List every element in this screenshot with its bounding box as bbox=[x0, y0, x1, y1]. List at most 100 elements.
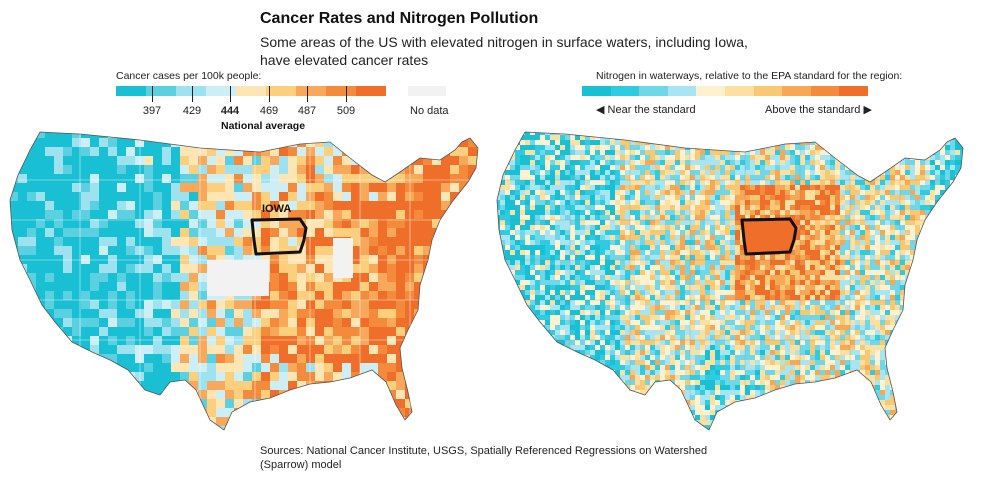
map-cell bbox=[252, 309, 262, 319]
map-cell bbox=[515, 180, 521, 186]
map-cell bbox=[570, 230, 576, 236]
map-cell bbox=[745, 135, 751, 141]
map-cell bbox=[81, 120, 91, 130]
map-cell bbox=[396, 336, 406, 346]
map-cell bbox=[610, 195, 616, 201]
map-cell bbox=[820, 260, 826, 266]
map-cell bbox=[555, 120, 561, 126]
map-cell bbox=[945, 165, 951, 171]
map-cell bbox=[153, 219, 163, 229]
map-cell bbox=[740, 120, 746, 126]
map-cell bbox=[735, 205, 741, 211]
map-cell bbox=[10, 273, 19, 283]
map-cell bbox=[36, 426, 46, 430]
map-cell bbox=[550, 180, 556, 186]
map-cell bbox=[805, 132, 811, 136]
map-cell bbox=[630, 180, 636, 186]
map-cell bbox=[750, 170, 756, 176]
map-cell bbox=[575, 190, 581, 196]
map-cell bbox=[625, 250, 631, 256]
map-cell bbox=[645, 180, 651, 186]
map-cell bbox=[525, 155, 531, 161]
map-cell bbox=[468, 132, 478, 139]
map-cell bbox=[550, 185, 556, 191]
map-cell bbox=[520, 260, 526, 266]
map-cell bbox=[810, 150, 816, 156]
map-cell bbox=[387, 417, 397, 427]
map-cell bbox=[234, 318, 244, 328]
map-cell bbox=[660, 260, 666, 266]
map-cell bbox=[825, 240, 831, 246]
map-cell bbox=[243, 336, 253, 346]
map-cell bbox=[855, 150, 861, 156]
map-cell bbox=[550, 265, 556, 271]
map-cell bbox=[535, 135, 541, 141]
map-cell bbox=[477, 174, 478, 184]
map-cell bbox=[555, 215, 561, 221]
map-cell bbox=[640, 132, 646, 136]
map-cell bbox=[525, 205, 531, 211]
map-cell bbox=[45, 228, 55, 238]
iowa-label: IOWA bbox=[262, 203, 291, 215]
map-cell bbox=[18, 147, 28, 157]
map-cell bbox=[497, 165, 501, 171]
map-cell bbox=[665, 175, 671, 181]
map-cell bbox=[870, 200, 876, 206]
map-cell bbox=[580, 160, 586, 166]
map-cell bbox=[90, 210, 100, 220]
map-cell bbox=[360, 426, 370, 430]
map-cell bbox=[625, 205, 631, 211]
map-cell bbox=[505, 145, 511, 151]
map-cell bbox=[865, 140, 871, 146]
map-cell bbox=[117, 201, 127, 211]
map-cell bbox=[81, 246, 91, 256]
map-cell bbox=[575, 165, 581, 171]
map-cell bbox=[615, 245, 621, 251]
map-cell bbox=[306, 246, 316, 256]
map-cell bbox=[870, 185, 876, 191]
map-cell bbox=[720, 190, 726, 196]
map-cell bbox=[510, 185, 516, 191]
map-cell bbox=[306, 426, 316, 430]
map-cell bbox=[555, 270, 561, 276]
map-cell bbox=[735, 225, 741, 231]
map-cell bbox=[785, 180, 791, 186]
map-cell bbox=[396, 183, 406, 193]
map-cell bbox=[855, 195, 861, 201]
map-cell bbox=[700, 140, 706, 146]
map-cell bbox=[645, 200, 651, 206]
map-cell bbox=[72, 132, 82, 139]
map-cell bbox=[745, 132, 751, 136]
map-cell bbox=[495, 125, 501, 131]
map-cell bbox=[555, 160, 561, 166]
map-cell bbox=[369, 426, 379, 430]
map-cell bbox=[940, 165, 946, 171]
map-cell bbox=[730, 260, 736, 266]
map-cell bbox=[650, 120, 656, 126]
map-cell bbox=[720, 215, 726, 221]
map-cell bbox=[441, 273, 451, 283]
map-cell bbox=[234, 417, 244, 427]
map-cell bbox=[920, 180, 926, 186]
map-cell bbox=[189, 318, 199, 328]
map-cell bbox=[505, 125, 511, 131]
map-cell bbox=[850, 185, 856, 191]
map-cell bbox=[545, 160, 551, 166]
map-cell bbox=[207, 237, 217, 247]
map-cell bbox=[980, 160, 985, 166]
map-cell bbox=[710, 265, 716, 271]
map-cell bbox=[0, 300, 10, 310]
map-cell bbox=[369, 219, 379, 229]
map-cell bbox=[900, 255, 906, 261]
map-cell bbox=[126, 336, 136, 346]
map-cell bbox=[975, 250, 981, 256]
map-cell bbox=[925, 265, 931, 271]
map-cell bbox=[63, 408, 73, 418]
map-cell bbox=[108, 318, 118, 328]
map-cell bbox=[775, 175, 781, 181]
map-cell bbox=[189, 246, 199, 256]
map-cell bbox=[650, 185, 656, 191]
map-cell bbox=[810, 170, 816, 176]
map-cell bbox=[755, 135, 761, 141]
cancer-tick-label: 444 bbox=[220, 105, 240, 117]
